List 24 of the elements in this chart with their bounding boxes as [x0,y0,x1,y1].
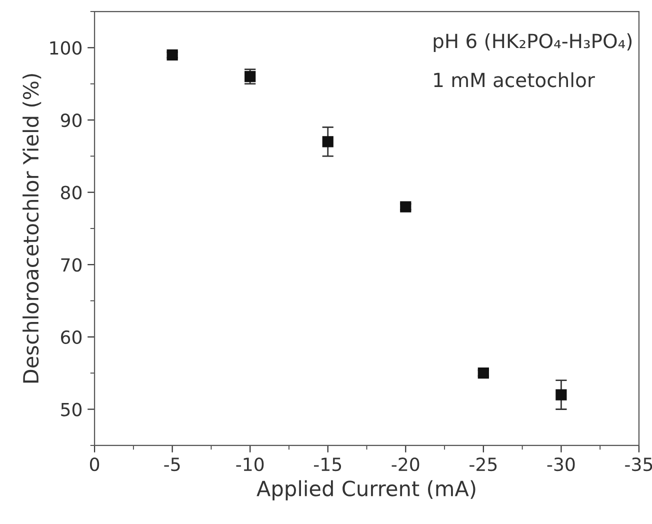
y-tick-label: 100 [50,41,82,55]
x-tick-label: -35 [625,458,652,472]
point [556,389,567,400]
y-tick-label: 80 [60,186,82,200]
x-tick-label: -20 [392,458,420,472]
point [322,136,334,148]
point [478,368,489,379]
y-tick-label: 90 [60,113,82,128]
x-axis-title: Applied Current (mA) [256,480,476,500]
x-tick-label: -15 [314,458,342,472]
y-tick-label: 60 [61,330,82,344]
x-tick-label: -5 [164,458,180,472]
x-tick-label: -10 [236,458,264,472]
point [166,49,178,60]
point [400,201,412,212]
x-tick-label: -30 [547,458,575,472]
x-tick-label: 0 [90,458,100,472]
y-axis-title: Deschloroacetochlor Yield (%) [22,74,42,383]
y-tick-label: 50 [61,402,82,416]
x-tick-label: -25 [470,458,497,472]
annotation: pH 6 (HK₂PO₄-H₃PO₄) [434,33,632,52]
annotation: 1 mM acetochlor [434,72,595,88]
y-tick-label: 70 [61,258,82,272]
point [244,71,256,82]
